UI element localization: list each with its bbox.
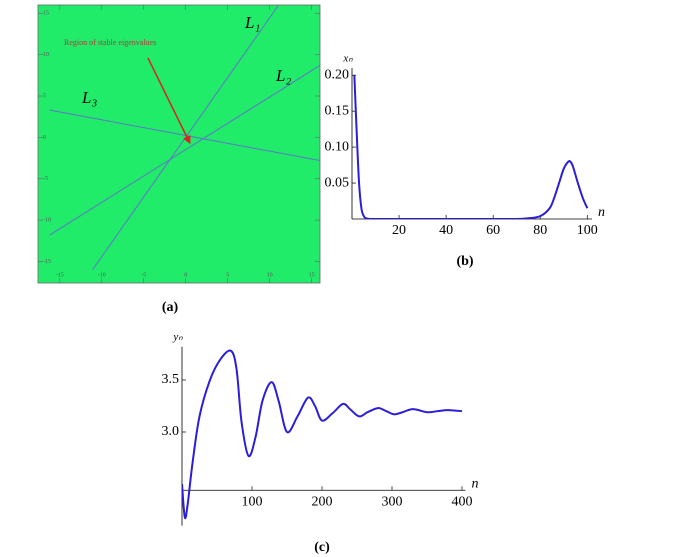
plot-background: [37, 4, 321, 284]
panel-caption: (a): [162, 300, 179, 315]
y-axis-label: yₙ: [172, 331, 183, 343]
x-tick-label: 400: [452, 494, 473, 509]
series-line: [353, 75, 589, 219]
panel: -15 -10 -5 0 5 10 15 -15 -10 -5 0 5 10 15 L₁ L₂ L₃ Region…: [37, 4, 321, 315]
x-tick-label: 100: [577, 223, 598, 238]
panel-caption: (c): [314, 540, 330, 555]
y-tick-label: -10: [43, 217, 51, 223]
x-tick-label: -10: [98, 272, 106, 278]
x-tick-label: 60: [486, 223, 500, 238]
y-tick-label: -5: [43, 176, 48, 182]
x-tick-label: 100: [242, 494, 263, 509]
panel: 20 40 60 80 100 0.05 0.10 0.15 0.20 n xₙ (b): [325, 53, 606, 270]
arrow: [147, 57, 191, 145]
series-line: [49, 64, 320, 236]
x-tick-label: 0: [184, 272, 187, 278]
x-tick-label: 300: [382, 494, 403, 509]
y-tick-label: 0.20: [325, 67, 350, 82]
x-tick-label: 200: [312, 494, 333, 509]
series-label: L₃: [81, 88, 97, 107]
y-tick-label: 10: [43, 52, 49, 58]
x-tick-label: 5: [226, 272, 229, 278]
panel-caption: (b): [456, 254, 473, 269]
x-axis-label: n: [472, 476, 479, 491]
y-tick-label: 3.0: [162, 424, 180, 439]
x-tick-label: 10: [267, 272, 273, 278]
series-label: L₂: [275, 66, 291, 85]
series-label: L₁: [244, 13, 260, 32]
y-axis-label: xₙ: [342, 53, 353, 65]
panel: 100 200 300 400 3.0 3.5 n yₙ (c): [162, 331, 479, 555]
x-tick-label: 80: [533, 223, 547, 238]
series-line: [182, 349, 463, 520]
y-tick-label: 3.5: [162, 372, 180, 387]
annotation: Region of stable eigenvalues: [64, 38, 156, 47]
x-axis-label: n: [598, 205, 605, 220]
x-tick-label: 15: [309, 272, 315, 278]
y-tick-label: -15: [43, 259, 51, 265]
x-tick-label: -15: [56, 272, 64, 278]
y-tick-label: 0.05: [325, 175, 350, 190]
x-tick-label: 40: [439, 223, 453, 238]
x-tick-label: 20: [392, 223, 406, 238]
x-tick-label: -5: [141, 272, 146, 278]
y-tick-label: 0: [43, 135, 46, 141]
y-tick-label: 0.15: [325, 103, 350, 118]
y-tick-label: 15: [43, 11, 49, 17]
y-tick-label: 5: [43, 93, 46, 99]
y-tick-label: 0.10: [325, 139, 350, 154]
